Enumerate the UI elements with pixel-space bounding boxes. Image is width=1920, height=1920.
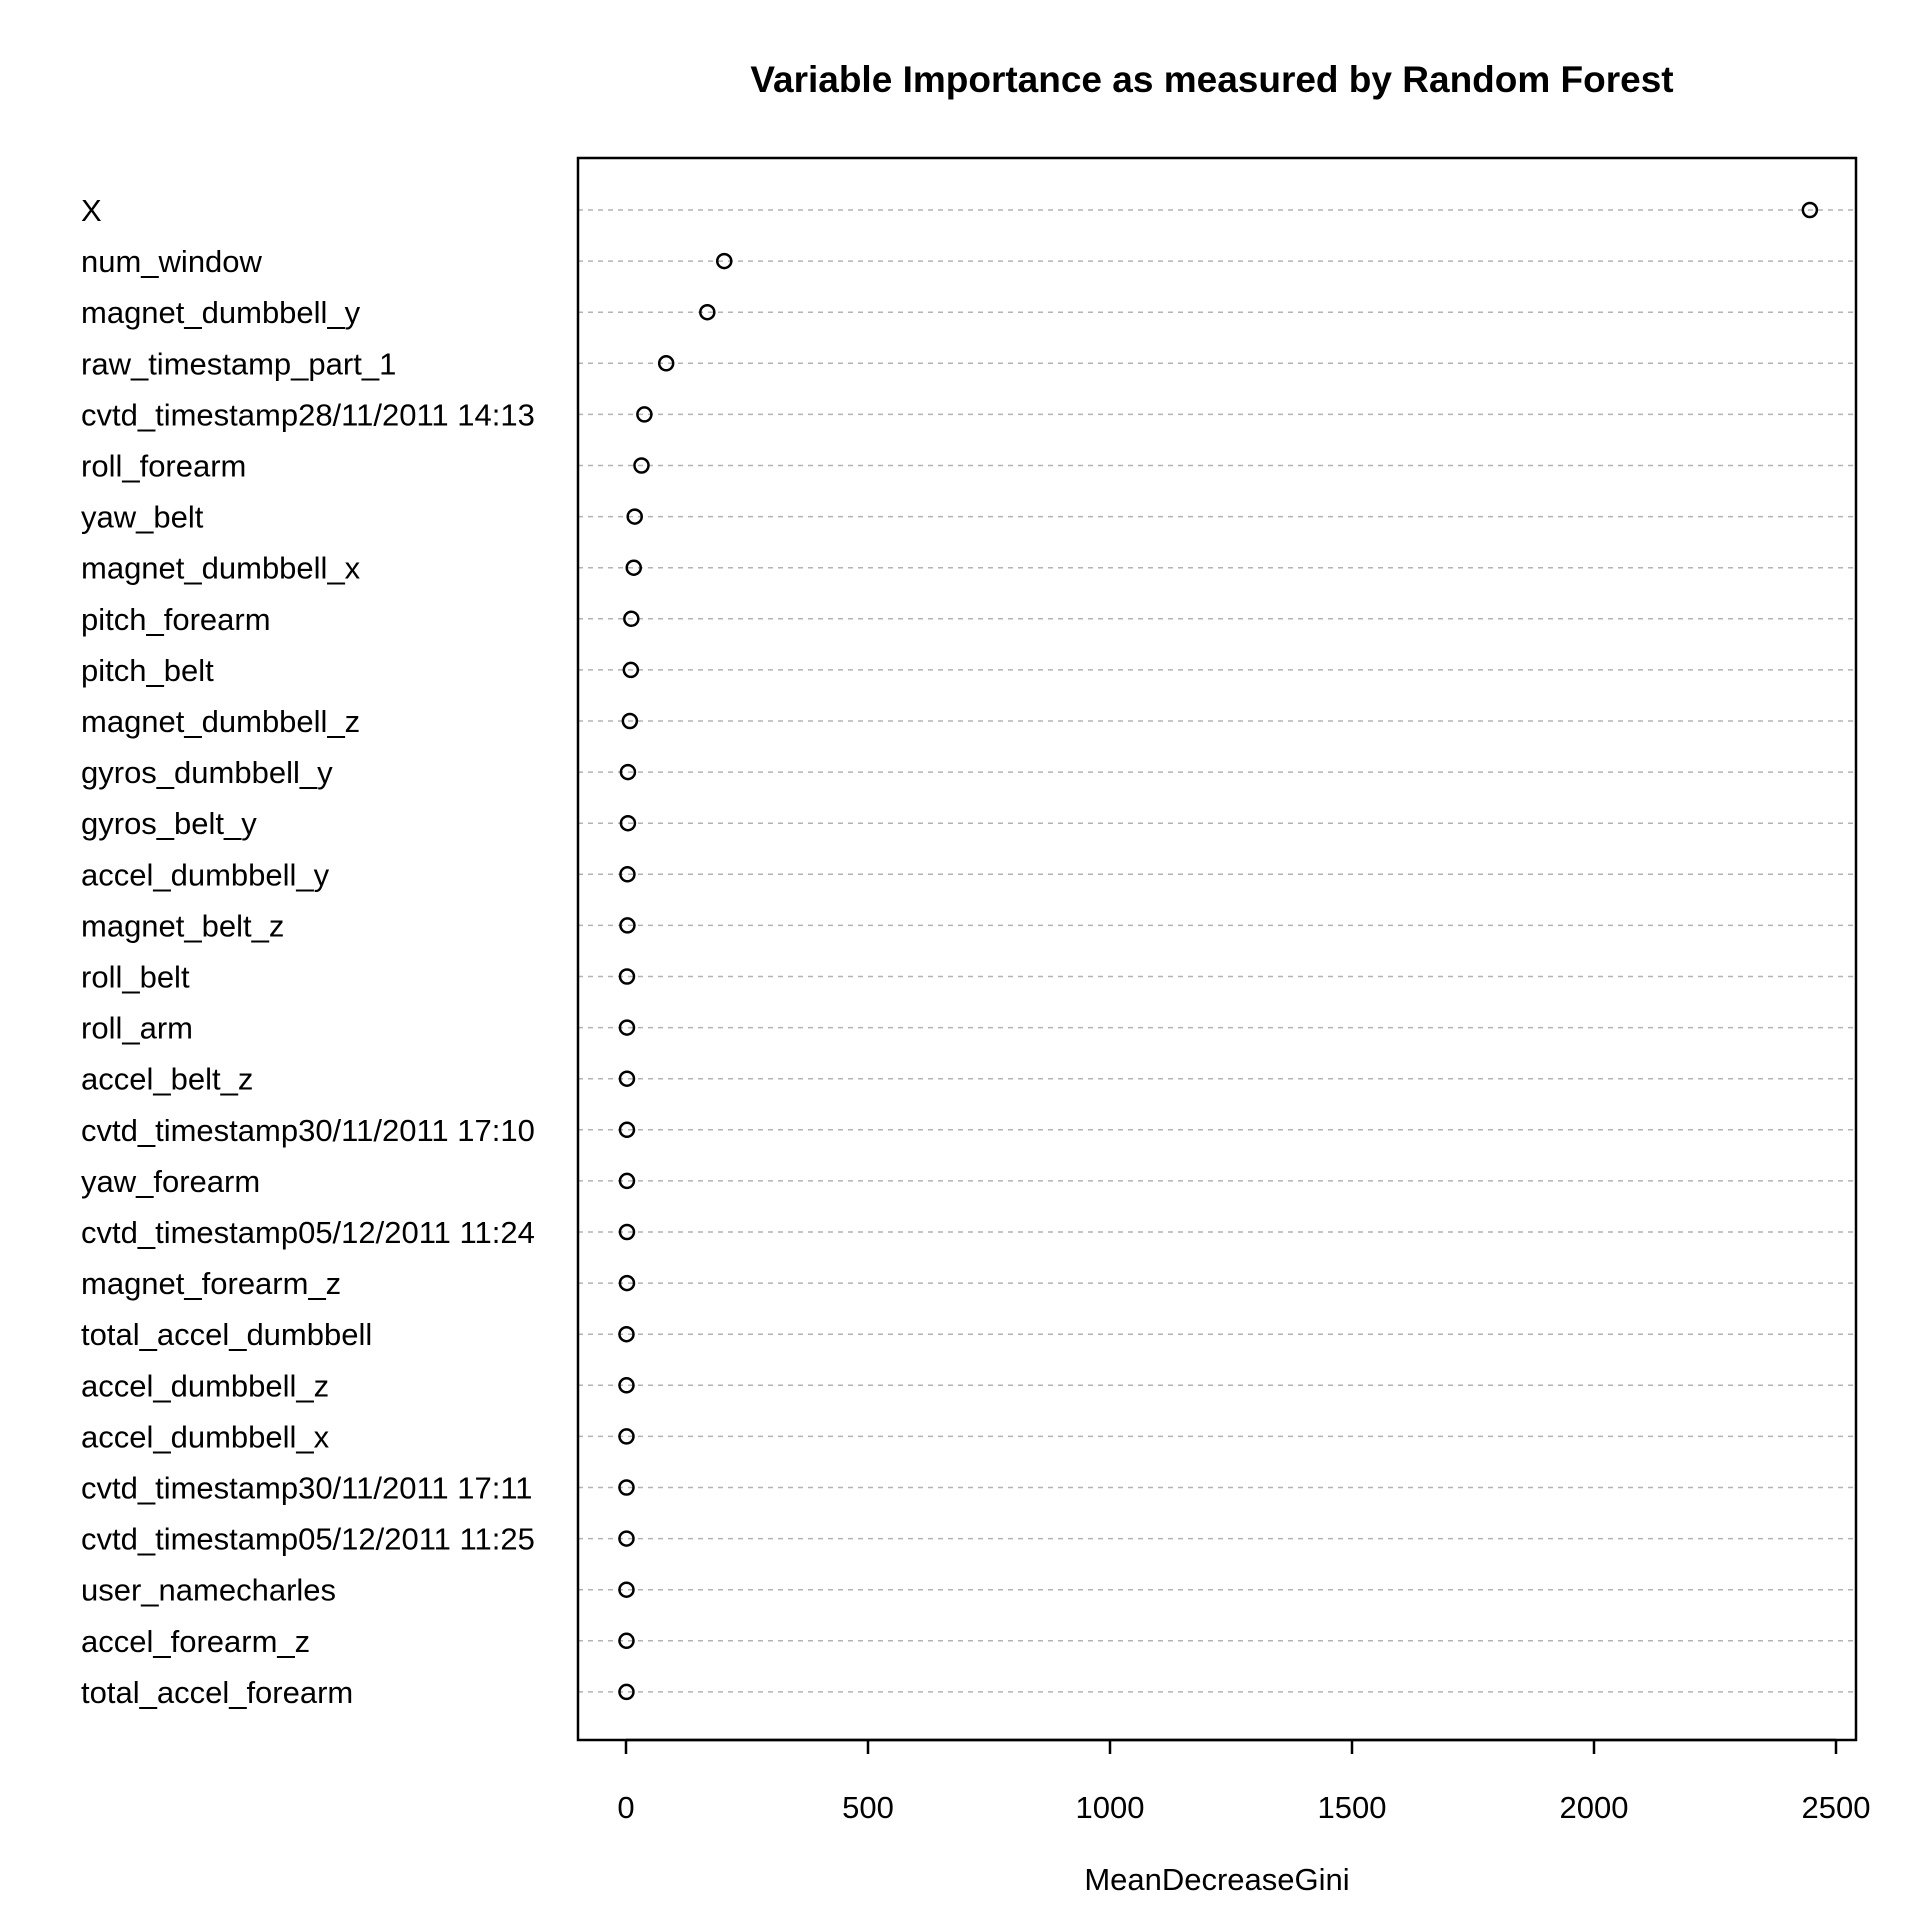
x-tick-label: 1000 [1076,1790,1145,1825]
variable-label: accel_dumbbell_z [81,1368,329,1403]
data-point [619,866,636,883]
data-point [618,1428,635,1445]
data-point [622,661,640,679]
grid-layer [578,209,1856,1693]
data-point [618,1479,635,1496]
variable-label: cvtd_timestamp28/11/2011 14:13 [81,397,535,432]
variable-label: gyros_belt_y [81,806,257,841]
data-point [633,457,650,474]
data-point [618,1274,636,1292]
variable-label: cvtd_timestamp30/11/2011 17:10 [81,1113,535,1148]
data-point [626,508,643,525]
variable-label: magnet_dumbbell_z [81,704,360,739]
variable-label: total_accel_dumbbell [81,1317,372,1352]
data-point [618,1223,636,1241]
variable-label: accel_forearm_z [81,1624,310,1659]
data-point [618,1581,635,1598]
plot-frame [576,156,1858,1742]
variable-label: cvtd_timestamp05/12/2011 11:25 [81,1522,535,1557]
variable-label: cvtd_timestamp30/11/2011 17:11 [81,1471,533,1506]
data-point [657,355,675,372]
data-point [618,1377,635,1394]
data-point [618,1019,636,1036]
data-point [621,712,639,730]
x-axis-label: MeanDecreaseGini [1084,1862,1349,1897]
variable-label: magnet_forearm_z [81,1266,341,1301]
data-point [618,1530,635,1547]
x-tick-label: 2000 [1560,1790,1629,1825]
x-tick-label: 1500 [1318,1790,1387,1825]
variable-label: magnet_dumbbell_x [81,551,361,586]
variable-label: yaw_forearm [81,1164,260,1199]
x-tick-label: 0 [617,1790,634,1825]
variable-label: roll_arm [81,1011,193,1046]
data-point [618,1070,636,1087]
data-point [618,968,636,985]
variable-label: user_namecharles [81,1573,336,1608]
data-point [618,1683,635,1701]
variable-label: accel_dumbbell_x [81,1419,330,1454]
data-point [623,610,640,628]
data-point [618,1172,636,1190]
data-point [625,559,642,576]
variable-label: pitch_forearm [81,602,271,637]
data-point [618,1325,635,1343]
variable-label: num_window [81,244,263,279]
data-point [618,1121,636,1139]
variable-label: magnet_dumbbell_y [81,295,361,330]
variable-label: cvtd_timestamp05/12/2011 11:24 [81,1215,535,1250]
x-axis: 0 500 1000 1500 2000 2500 [617,1738,1871,1825]
data-point [636,406,653,423]
data-point [716,252,733,270]
x-tick-label: 500 [842,1790,894,1825]
data-point [618,1632,635,1650]
variable-label: accel_belt_z [81,1062,253,1097]
variable-label: pitch_belt [81,653,214,688]
variable-label: roll_belt [81,960,190,995]
data-points [618,201,1819,1701]
x-tick-label: 2500 [1802,1790,1871,1825]
variable-label: gyros_dumbbell_y [81,755,333,790]
variable-label: yaw_belt [81,500,204,535]
data-point [1801,201,1819,219]
variable-label: roll_forearm [81,449,246,484]
data-point [619,763,637,781]
variable-label: X [81,193,102,228]
data-point [699,303,716,321]
data-point [619,814,637,832]
variable-label: accel_dumbbell_y [81,857,330,892]
data-point [619,917,636,934]
variable-label: total_accel_forearm [81,1675,353,1710]
variable-label: magnet_belt_z [81,908,284,943]
chart-title: Variable Importance as measured by Rando… [750,59,1673,100]
variable-label: raw_timestamp_part_1 [81,346,396,381]
